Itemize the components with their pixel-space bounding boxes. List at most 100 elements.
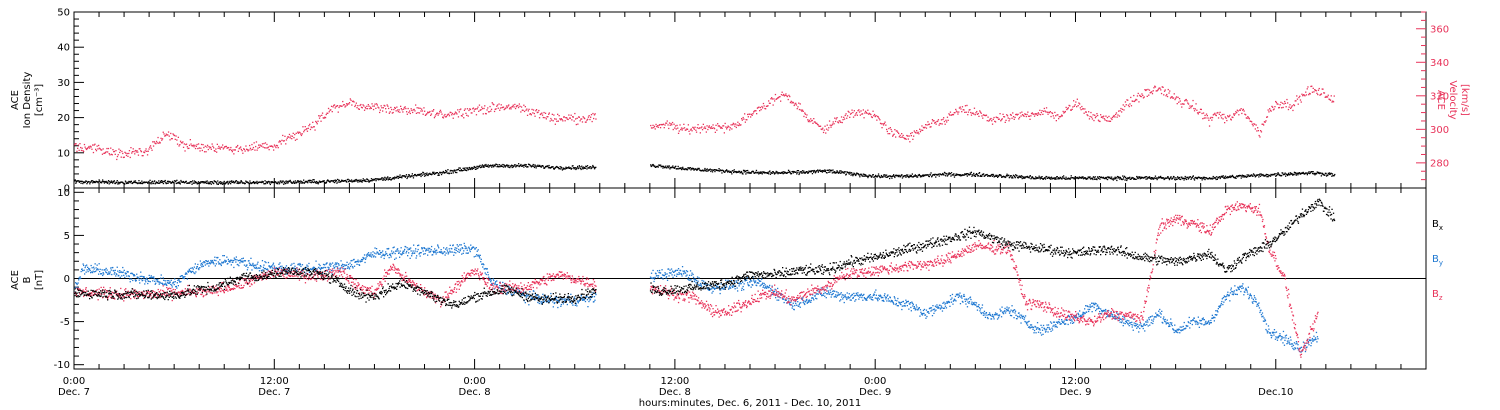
data-point xyxy=(193,182,195,184)
data-point xyxy=(179,183,181,185)
data-point xyxy=(247,266,249,269)
data-point xyxy=(1269,108,1271,110)
data-point xyxy=(290,135,292,137)
data-point xyxy=(1137,92,1139,95)
data-point xyxy=(330,263,332,265)
velocity-label-line3: [km/s] xyxy=(1459,84,1470,116)
data-point xyxy=(416,107,418,109)
data-point xyxy=(1220,176,1222,178)
data-point xyxy=(113,151,115,153)
data-point xyxy=(460,108,462,110)
data-point xyxy=(572,304,574,306)
data-point xyxy=(867,109,869,111)
data-point xyxy=(1212,178,1214,180)
data-point xyxy=(297,132,300,134)
data-point xyxy=(1122,178,1124,180)
data-point xyxy=(507,105,509,107)
data-point xyxy=(386,178,388,181)
data-point xyxy=(1310,85,1312,88)
data-point xyxy=(707,128,709,131)
data-point xyxy=(675,269,677,271)
data-point xyxy=(432,171,434,173)
data-point xyxy=(1261,123,1263,125)
data-point xyxy=(658,269,661,272)
data-point xyxy=(817,169,819,171)
data-point xyxy=(1056,176,1058,178)
data-point xyxy=(494,108,496,110)
data-point xyxy=(1136,176,1138,178)
data-point xyxy=(1305,94,1308,96)
data-point xyxy=(1082,108,1084,110)
data-point xyxy=(1202,176,1204,178)
data-point xyxy=(831,123,834,125)
data-point xyxy=(438,112,440,115)
data-point xyxy=(693,128,695,130)
data-point xyxy=(402,252,404,254)
data-point xyxy=(232,149,234,151)
data-point xyxy=(931,176,933,178)
data-point xyxy=(159,281,161,283)
data-point xyxy=(261,270,263,272)
data-point xyxy=(232,180,235,183)
data-point xyxy=(452,172,454,174)
data-point xyxy=(842,171,845,173)
data-point xyxy=(651,165,653,167)
data-point xyxy=(700,127,702,129)
data-point xyxy=(251,269,253,271)
data-point xyxy=(187,147,189,150)
data-point xyxy=(334,181,336,184)
data-point xyxy=(1054,178,1056,180)
data-point xyxy=(81,147,83,149)
data-point xyxy=(433,171,435,173)
data-point xyxy=(653,125,656,127)
data-point xyxy=(239,182,241,184)
data-point xyxy=(229,261,231,263)
data-point xyxy=(864,175,866,177)
data-point xyxy=(286,180,288,183)
data-point xyxy=(332,106,334,108)
data-point xyxy=(955,108,957,111)
data-point xyxy=(765,105,768,107)
data-point xyxy=(425,250,427,252)
data-point xyxy=(293,180,295,183)
data-point xyxy=(1139,176,1141,179)
data-point xyxy=(1098,177,1100,180)
data-point xyxy=(413,175,415,177)
data-point xyxy=(305,272,307,274)
data-point xyxy=(591,167,593,169)
data-point xyxy=(725,126,727,128)
data-point xyxy=(1130,105,1133,107)
data-point xyxy=(539,113,541,116)
data-point xyxy=(1214,176,1216,179)
data-point xyxy=(755,171,757,173)
data-point xyxy=(694,278,697,280)
data-point xyxy=(803,115,805,118)
data-point xyxy=(1199,176,1201,179)
data-point xyxy=(505,164,507,167)
data-point xyxy=(1115,178,1117,180)
data-point xyxy=(591,166,593,168)
data-point xyxy=(1057,114,1059,116)
data-point xyxy=(118,183,120,185)
data-point xyxy=(434,248,436,250)
data-point xyxy=(551,119,553,121)
data-point xyxy=(943,174,945,176)
data-point xyxy=(149,145,152,147)
data-point xyxy=(684,129,686,131)
data-point xyxy=(365,254,368,256)
data-point xyxy=(677,268,680,270)
data-point xyxy=(661,274,664,276)
data-point xyxy=(465,246,467,248)
field-tick-label: -5 xyxy=(60,317,70,328)
data-point xyxy=(297,263,300,265)
data-point xyxy=(1127,177,1129,179)
data-point xyxy=(659,272,662,274)
data-point xyxy=(386,177,388,179)
data-point xyxy=(1023,115,1025,117)
data-point xyxy=(1186,100,1188,102)
data-point xyxy=(745,173,747,175)
data-point xyxy=(358,264,360,266)
data-point xyxy=(80,277,82,280)
data-point xyxy=(233,257,235,259)
data-point xyxy=(692,276,695,278)
